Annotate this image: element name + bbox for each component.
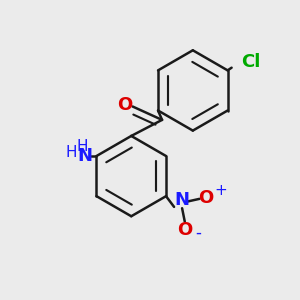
- Text: Cl: Cl: [241, 53, 260, 71]
- Text: O: O: [199, 188, 214, 206]
- Text: +: +: [214, 183, 227, 198]
- Text: O: O: [177, 220, 192, 238]
- Text: H: H: [65, 145, 77, 160]
- Text: N: N: [77, 147, 92, 165]
- Text: N: N: [175, 191, 190, 209]
- Text: -: -: [195, 223, 201, 241]
- Text: H: H: [76, 139, 88, 154]
- Text: O: O: [117, 96, 132, 114]
